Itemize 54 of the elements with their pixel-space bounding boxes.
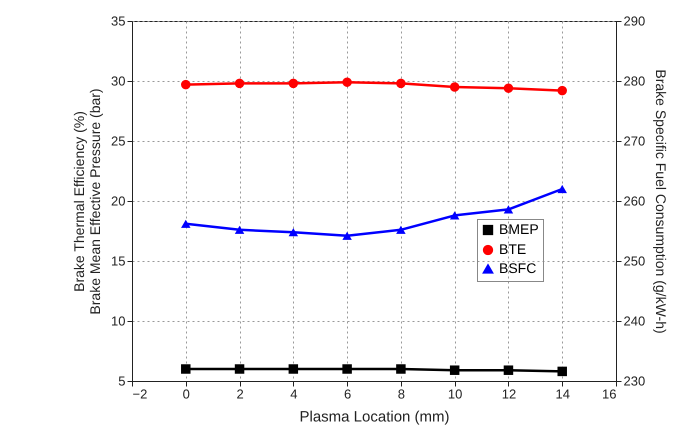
y-tick-label: 10 (111, 314, 126, 328)
x-tick-label: −2 (132, 386, 148, 402)
legend-label: BMEP (499, 221, 539, 237)
point (450, 82, 460, 92)
x-tick-label: 16 (602, 386, 616, 402)
x-tick-label: 10 (448, 386, 462, 402)
point (234, 364, 244, 374)
point (504, 365, 514, 375)
point (557, 366, 567, 376)
y2-tick-label: 290 (624, 14, 646, 28)
point (557, 86, 567, 96)
y2-tick-label: 240 (624, 314, 646, 328)
y-axis-title: Brake Thermal Efficiency (%) Brake Mean Effective Pressure (bar) (71, 88, 104, 315)
legend-label: BTE (499, 241, 526, 257)
point (342, 364, 352, 374)
point (342, 232, 352, 240)
y2-tick-label: 280 (624, 74, 646, 88)
point (234, 78, 244, 88)
y-tick-label: 5 (118, 374, 126, 388)
point (396, 226, 406, 234)
point (450, 211, 460, 220)
point (288, 364, 298, 374)
x-tick-label: 14 (555, 386, 570, 402)
y-tick-label: 20 (111, 194, 126, 208)
x-tick-label: 8 (398, 386, 406, 402)
point (450, 365, 460, 375)
point (504, 83, 514, 93)
y2-tick-label: 260 (624, 194, 646, 208)
point (396, 78, 406, 88)
y-tick-label: 15 (111, 254, 126, 268)
point (181, 220, 191, 228)
y-tick-label: 35 (111, 14, 126, 28)
point (181, 364, 191, 374)
point (181, 80, 191, 90)
x-tick-label: 2 (236, 386, 244, 402)
y2-tick-label: 250 (624, 254, 646, 268)
x-tick-label: 0 (182, 386, 190, 402)
x-tick-label: 12 (502, 386, 516, 402)
y2-tick-label: 270 (624, 134, 646, 148)
point (504, 205, 514, 214)
x-axis-title: Plasma Location (mm) (299, 408, 450, 426)
y-tick-label: 30 (111, 74, 126, 88)
point (396, 364, 406, 374)
x-tick-label: 4 (290, 386, 298, 402)
point (234, 226, 244, 234)
y-tick-label: 25 (111, 134, 126, 148)
point (342, 77, 352, 87)
y2-tick-label: 230 (624, 374, 646, 388)
x-tick-label: 6 (344, 386, 352, 402)
point (288, 228, 298, 236)
legend-label: BSFC (499, 260, 536, 276)
point (557, 184, 567, 194)
y2-axis-title: Brake Specific Fuel Consumption (g/kW-h) (653, 69, 670, 334)
point (288, 78, 298, 88)
